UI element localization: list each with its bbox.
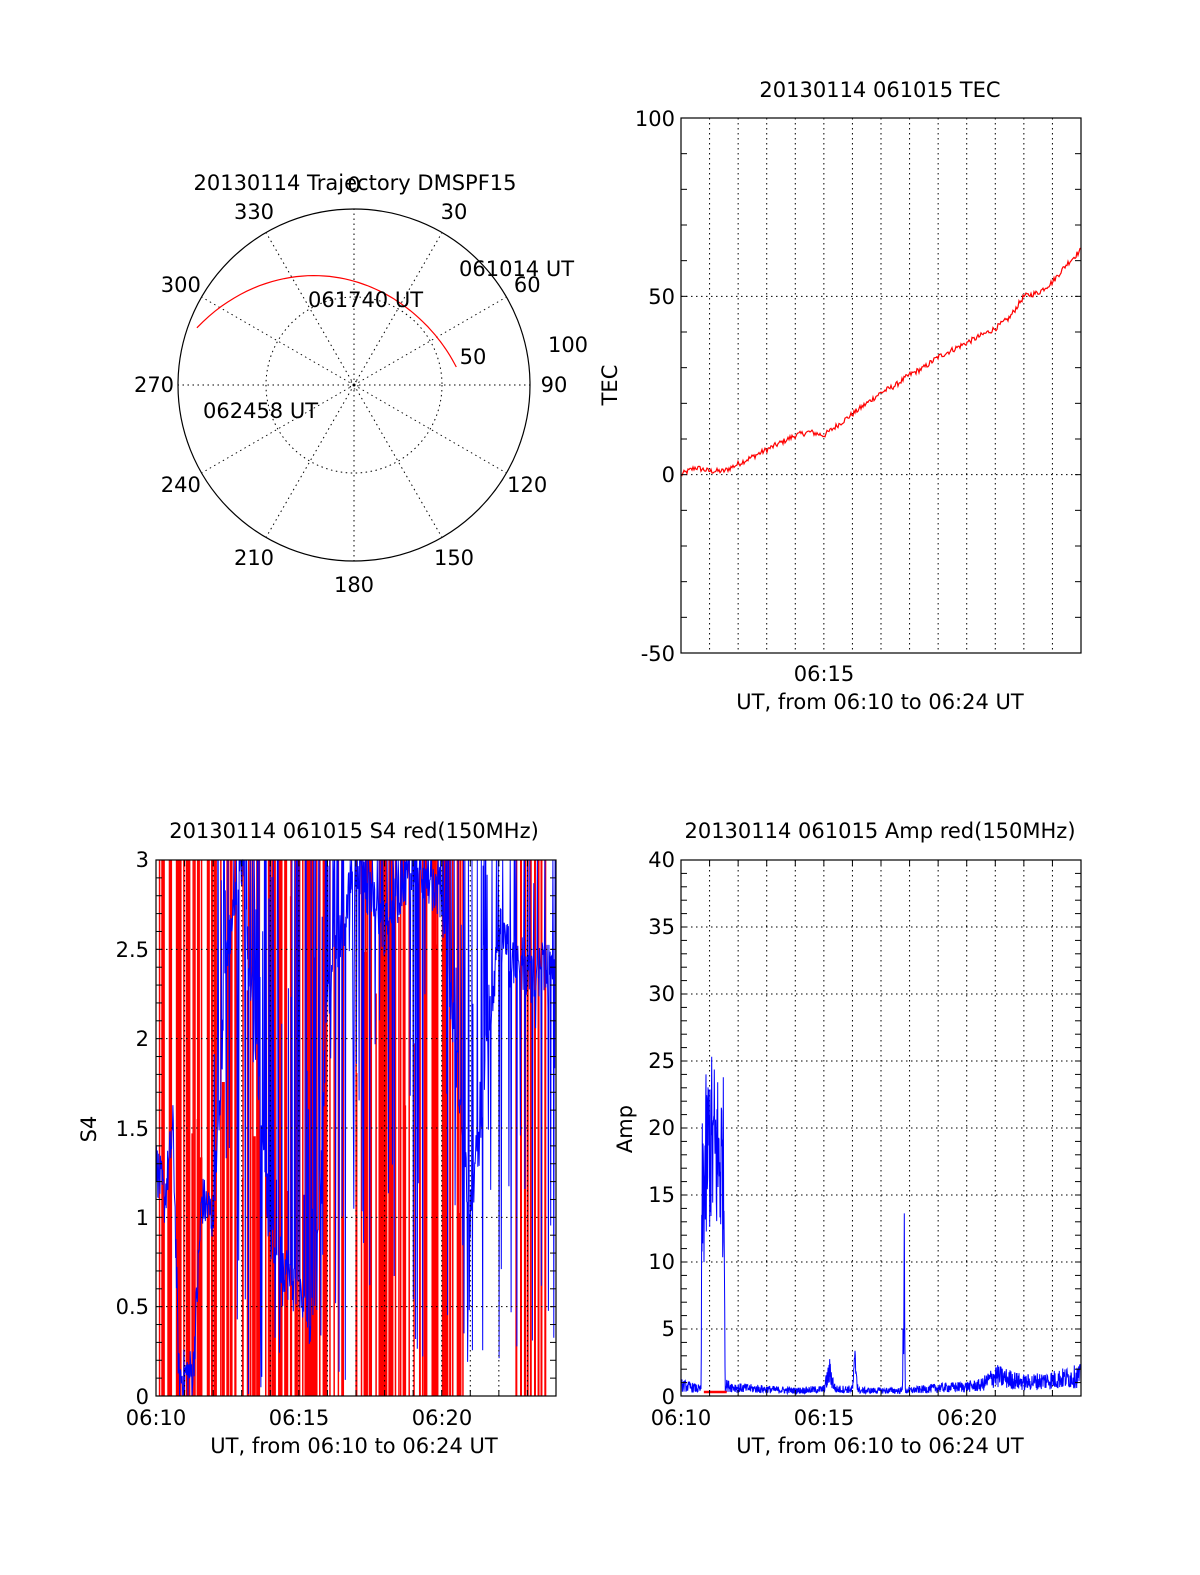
amp-ytick-label: 35	[648, 915, 675, 939]
s4-x-axis-label: UT, from 06:10 to 06:24 UT	[210, 1434, 498, 1458]
tec-ytick-label: 100	[635, 107, 675, 131]
tec-plot-frame	[680, 117, 1082, 654]
polar-radial-label: 50	[460, 345, 487, 369]
polar-spoke	[353, 384, 443, 538]
s4-xtick-label: 06:15	[269, 1406, 330, 1430]
polar-azimuth-label: 180	[334, 573, 374, 597]
polar-azimuth-label: 30	[441, 200, 468, 224]
amp-ytick-label: 30	[648, 982, 675, 1006]
polar-azimuth-label: 60	[514, 273, 541, 297]
s4-ytick-label: 2	[136, 1027, 149, 1051]
polar-azimuth-label: 150	[434, 546, 474, 570]
polar-azimuth-label: 240	[161, 473, 201, 497]
polar-ring	[265, 296, 443, 474]
amp-xtick-label: 06:15	[794, 1406, 855, 1430]
polar-azimuth-label: 300	[161, 273, 201, 297]
tec-xtick-label: 06:15	[794, 662, 855, 686]
amp-ytick-label: 40	[648, 848, 675, 872]
s4-ytick-label: 2.5	[116, 938, 149, 962]
polar-center	[349, 380, 359, 390]
amp-xtick-label: 06:10	[651, 1406, 712, 1430]
amp-ytick-label: 15	[648, 1183, 675, 1207]
amp-ytick-label: 5	[662, 1317, 675, 1341]
tec-grid	[681, 118, 1081, 653]
amp-xtick-label: 06:20	[937, 1406, 998, 1430]
s4-ytick-label: 1.5	[116, 1117, 149, 1141]
track-label-end: 062458 UT	[203, 399, 318, 423]
s4-minor-ticks	[156, 860, 556, 1396]
tec-y-axis-label: TEC	[598, 365, 622, 407]
track-label-mid: 061740 UT	[308, 288, 423, 312]
s4-grid	[156, 860, 556, 1396]
tec-series-line	[680, 247, 1082, 477]
amp-grid	[681, 860, 1081, 1396]
tec-title: 20130114 061015 TEC	[759, 78, 1000, 102]
polar-azimuth-label: 90	[541, 373, 568, 397]
amp-panel: 20130114 061015 Amp red(150MHz) 40 35 30…	[613, 819, 1082, 1458]
s4-ytick-label: 3	[136, 848, 149, 872]
tec-minor-ticks	[681, 153, 1081, 618]
s4-xtick-label: 06:20	[412, 1406, 473, 1430]
tec-ytick-label: 0	[662, 463, 675, 487]
satellite-track	[196, 274, 457, 368]
amp-ytick-label: 0	[662, 1385, 675, 1409]
s4-y-axis-label: S4	[77, 1116, 101, 1143]
s4-ytick-label: 0	[136, 1385, 149, 1409]
amp-x-axis-label: UT, from 06:10 to 06:24 UT	[736, 1434, 1024, 1458]
tec-ytick-label: -50	[641, 642, 675, 666]
s4-title: 20130114 061015 S4 red(150MHz)	[169, 819, 539, 843]
polar-title: 20130114 Trajectory DMSPF15	[193, 171, 516, 195]
tec-panel: 20130114 061015 TEC 100 50 0 -50 06:15 U…	[598, 78, 1082, 714]
amp-y-axis-label: Amp	[613, 1105, 637, 1153]
polar-outer-circle	[177, 208, 531, 562]
amp-minor-ticks	[681, 860, 1081, 1396]
s4-panel: 20130114 061015 S4 red(150MHz) 3 2.5 2 1…	[77, 819, 557, 1458]
polar-grid	[178, 209, 530, 561]
polar-azimuth-label: 270	[134, 373, 174, 397]
polar-radial-label: 100	[548, 333, 588, 357]
amp-title: 20130114 061015 Amp red(150MHz)	[684, 819, 1075, 843]
amp-ytick-label: 10	[648, 1250, 675, 1274]
s4-xtick-label: 06:10	[126, 1406, 187, 1430]
amp-ytick-label: 25	[648, 1049, 675, 1073]
tec-ytick-label: 50	[648, 285, 675, 309]
polar-panel: 20130114 Trajectory DMSPF15 0 30 60 90 120 15…	[134, 171, 588, 597]
polar-azimuth-labels: 0 30 60 90 120 150 180 210 240 270 300 330	[134, 173, 567, 597]
track-label-start: 061014 UT	[459, 257, 574, 281]
polar-azimuth-label: 120	[507, 473, 547, 497]
polar-azimuth-label: 330	[234, 200, 274, 224]
amp-ytick-label: 20	[648, 1116, 675, 1140]
s4-ytick-label: 0.5	[116, 1295, 149, 1319]
polar-azimuth-label: 0	[347, 173, 360, 197]
polar-azimuth-label: 210	[234, 546, 274, 570]
tec-x-axis-label: UT, from 06:10 to 06:24 UT	[736, 690, 1024, 714]
s4-ytick-label: 1	[136, 1206, 149, 1230]
